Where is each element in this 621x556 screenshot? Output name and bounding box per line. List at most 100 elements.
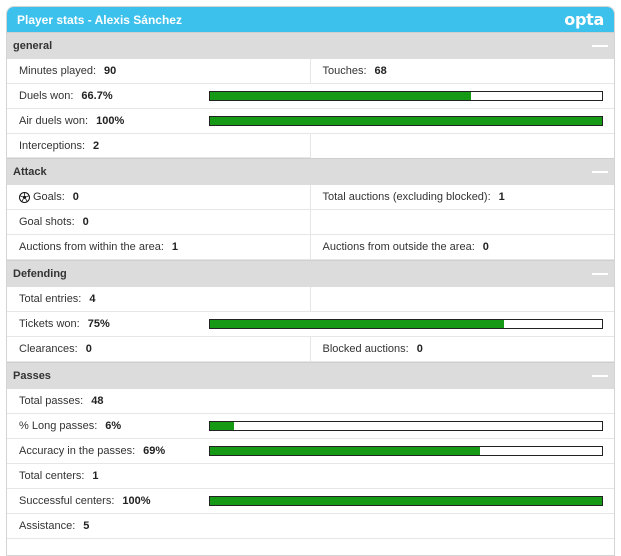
section-header-general[interactable]: general bbox=[7, 32, 614, 59]
pass-accuracy-label: Accuracy in the passes: bbox=[19, 445, 136, 457]
minutes-played-value: 90 bbox=[104, 65, 117, 77]
stat-row: Assistance: 5 bbox=[7, 514, 614, 539]
duels-won-bar bbox=[209, 91, 603, 101]
touches-value: 68 bbox=[374, 65, 387, 77]
touches-label: Touches: bbox=[322, 65, 367, 77]
stat-row: Air duels won: 100% bbox=[7, 109, 614, 134]
blocked-auctions-value: 0 bbox=[416, 343, 423, 355]
stat-row: Goals: 0 Total auctions (excluding block… bbox=[7, 185, 614, 210]
stat-row: Total centers: 1 bbox=[7, 464, 614, 489]
tickets-won-bar bbox=[209, 319, 603, 329]
tickets-won-value: 75% bbox=[87, 318, 110, 330]
section-title-defending: Defending bbox=[13, 268, 67, 280]
stat-cell: Auctions from within the area: 1 bbox=[7, 235, 311, 259]
stat-row: Interceptions: 2 bbox=[7, 134, 614, 158]
stat-row: Goal shots: 0 bbox=[7, 210, 614, 235]
duels-won-value: 66.7% bbox=[81, 90, 113, 102]
stat-cell: Total passes: 48 bbox=[7, 389, 311, 413]
stat-row: Successful centers: 100% bbox=[7, 489, 614, 514]
stat-cell: Interceptions: 2 bbox=[7, 134, 311, 158]
air-duels-won-value: 100% bbox=[96, 115, 125, 127]
successful-centers-bar bbox=[209, 496, 603, 506]
air-duels-won-label: Air duels won: bbox=[19, 115, 89, 127]
duels-won-label: Duels won: bbox=[19, 90, 74, 102]
interceptions-value: 2 bbox=[93, 139, 100, 152]
section-header-attack[interactable]: Attack bbox=[7, 158, 614, 185]
goal-shots-value: 0 bbox=[82, 216, 89, 228]
stat-cell: Total entries: 4 bbox=[7, 287, 311, 311]
total-centers-label: Total centers: bbox=[19, 470, 85, 482]
stat-cell: Assistance: 5 bbox=[7, 514, 311, 538]
minus-icon[interactable] bbox=[592, 375, 608, 377]
stat-cell: Successful centers: 100% bbox=[7, 489, 203, 513]
stat-cell: % Long passes: 6% bbox=[7, 414, 203, 438]
goal-shots-label: Goal shots: bbox=[19, 216, 75, 228]
total-entries-label: Total entries: bbox=[19, 293, 82, 305]
minus-icon[interactable] bbox=[592, 273, 608, 275]
minus-icon[interactable] bbox=[592, 45, 608, 47]
stat-cell: Minutes played: 90 bbox=[7, 59, 311, 83]
section-header-defending[interactable]: Defending bbox=[7, 260, 614, 287]
total-passes-label: Total passes: bbox=[19, 395, 84, 407]
total-auctions-value: 1 bbox=[498, 191, 505, 203]
stat-row: Clearances: 0 Blocked auctions: 0 bbox=[7, 337, 614, 362]
stat-cell: Tickets won: 75% bbox=[7, 312, 203, 336]
total-entries-value: 4 bbox=[89, 293, 96, 305]
long-passes-bar bbox=[209, 421, 603, 431]
assistance-label: Assistance: bbox=[19, 520, 76, 532]
auctions-outside-area-value: 0 bbox=[482, 241, 489, 253]
clearances-label: Clearances: bbox=[19, 343, 78, 355]
stat-row: Minutes played: 90 Touches: 68 bbox=[7, 59, 614, 84]
section-title-passes: Passes bbox=[13, 370, 51, 382]
section-title-attack: Attack bbox=[13, 166, 47, 178]
blocked-auctions-label: Blocked auctions: bbox=[322, 343, 409, 355]
total-passes-value: 48 bbox=[91, 395, 104, 407]
successful-centers-label: Successful centers: bbox=[19, 495, 115, 507]
opta-logo: opta bbox=[564, 10, 604, 29]
section-header-passes[interactable]: Passes bbox=[7, 362, 614, 389]
widget-header: Player stats - Alexis Sánchez opta bbox=[7, 7, 614, 32]
minutes-played-label: Minutes played: bbox=[19, 65, 97, 77]
stat-row: Accuracy in the passes: 69% bbox=[7, 439, 614, 464]
tickets-won-label: Tickets won: bbox=[19, 318, 80, 330]
progress-fill bbox=[210, 422, 234, 430]
stat-cell: Blocked auctions: 0 bbox=[311, 337, 615, 361]
stat-row: Total entries: 4 bbox=[7, 287, 614, 312]
stat-cell: Air duels won: 100% bbox=[7, 109, 203, 133]
pass-accuracy-value: 69% bbox=[143, 445, 166, 457]
section-title-general: general bbox=[13, 40, 53, 52]
stat-cell: Total centers: 1 bbox=[7, 464, 311, 488]
auctions-within-area-value: 1 bbox=[171, 241, 179, 253]
widget-title: Player stats - Alexis Sánchez bbox=[17, 12, 182, 27]
stat-cell: Goals: 0 bbox=[7, 185, 311, 209]
stat-cell: Auctions from outside the area: 0 bbox=[311, 235, 615, 259]
stat-row: Auctions from within the area: 1 Auction… bbox=[7, 235, 614, 260]
goals-label: Goals: bbox=[33, 191, 65, 203]
minus-icon[interactable] bbox=[592, 171, 608, 173]
stat-row: Duels won: 66.7% bbox=[7, 84, 614, 109]
total-auctions-label: Total auctions (excluding blocked): bbox=[322, 191, 491, 203]
goals-value: 0 bbox=[72, 191, 79, 203]
stat-cell: Touches: 68 bbox=[311, 59, 615, 83]
interceptions-label: Interceptions: bbox=[19, 139, 86, 152]
total-centers-value: 1 bbox=[92, 470, 99, 482]
stat-cell: Goal shots: 0 bbox=[7, 210, 311, 234]
clearances-value: 0 bbox=[85, 343, 92, 355]
stat-cell: Accuracy in the passes: 69% bbox=[7, 439, 203, 463]
stat-row: Tickets won: 75% bbox=[7, 312, 614, 337]
stat-cell: Clearances: 0 bbox=[7, 337, 311, 361]
stat-row: Total passes: 48 bbox=[7, 389, 614, 414]
assistance-value: 5 bbox=[83, 520, 90, 532]
stat-cell: Total auctions (excluding blocked): 1 bbox=[311, 185, 615, 209]
air-duels-won-bar bbox=[209, 116, 603, 126]
soccer-ball-icon bbox=[19, 191, 30, 203]
long-passes-value: 6% bbox=[105, 420, 122, 432]
long-passes-label: % Long passes: bbox=[19, 420, 98, 432]
progress-fill bbox=[210, 92, 472, 100]
progress-fill bbox=[210, 497, 602, 505]
progress-fill bbox=[210, 320, 504, 328]
player-stats-widget: Player stats - Alexis Sánchez opta gener… bbox=[6, 6, 615, 556]
stat-row: % Long passes: 6% bbox=[7, 414, 614, 439]
progress-fill bbox=[210, 117, 602, 125]
stat-cell: Duels won: 66.7% bbox=[7, 84, 203, 108]
